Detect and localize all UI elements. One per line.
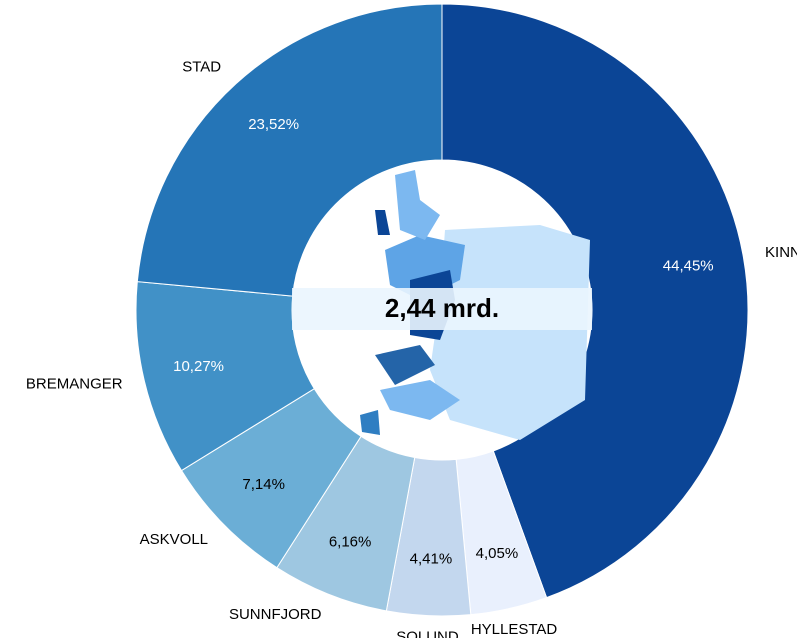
category-label: HYLLESTAD xyxy=(471,621,558,638)
map-region xyxy=(395,170,440,240)
category-label: KINN xyxy=(765,244,797,261)
map-region xyxy=(375,345,435,385)
category-label: STAD xyxy=(182,59,221,76)
map-region xyxy=(375,210,390,235)
map-region xyxy=(360,410,380,435)
value-label: 44,45% xyxy=(663,258,714,275)
donut xyxy=(135,3,749,617)
map-region xyxy=(430,225,590,440)
value-label: 6,16% xyxy=(329,533,372,550)
slice xyxy=(136,3,443,297)
center-map xyxy=(292,160,592,460)
value-label: 4,05% xyxy=(476,545,519,562)
value-label: 10,27% xyxy=(173,358,224,375)
category-label: SOLUND xyxy=(396,629,459,638)
value-label: 23,52% xyxy=(248,116,299,133)
category-label: ASKVOLL xyxy=(140,531,208,548)
value-label: 7,14% xyxy=(242,476,285,493)
center-band xyxy=(292,288,592,330)
category-label: SUNNFJORD xyxy=(229,606,322,623)
value-label: 4,41% xyxy=(410,551,453,568)
map-region xyxy=(380,380,460,420)
category-label: BREMANGER xyxy=(26,376,123,393)
center-label: 2,44 mrd. xyxy=(385,293,499,323)
